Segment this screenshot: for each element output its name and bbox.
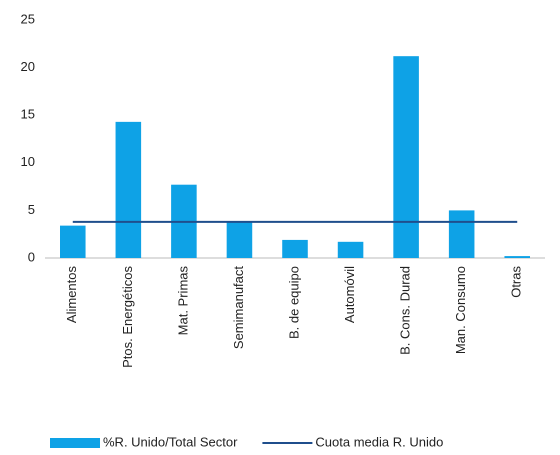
x-tick-label: Mat. Primas	[175, 266, 190, 336]
y-tick-label: 5	[28, 202, 35, 217]
bar	[60, 225, 86, 258]
x-tick-label: Semimanufact	[231, 266, 246, 349]
legend-label: Cuota media R. Unido	[315, 434, 443, 449]
legend-label: %R. Unido/Total Sector	[103, 434, 238, 449]
x-tick-label: Man. Consumo	[453, 266, 468, 354]
x-tick-label: Alimentos	[64, 266, 79, 324]
y-tick-label: 20	[21, 59, 35, 74]
bar	[393, 56, 419, 259]
y-tick-label: 10	[21, 154, 35, 169]
x-tick-label: B. Cons. Durad	[398, 266, 413, 355]
bar	[337, 241, 364, 258]
bar	[504, 256, 530, 258]
y-tick-label: 0	[28, 249, 35, 264]
x-tick-label: Automóvil	[342, 266, 357, 323]
y-tick-label: 15	[21, 107, 35, 122]
bar	[448, 210, 475, 258]
bar	[226, 221, 253, 258]
legend-swatch	[50, 438, 100, 448]
bar	[282, 239, 308, 258]
x-tick-label: B. de equipo	[286, 266, 301, 339]
x-tick-label: Ptos. Energéticos	[120, 266, 135, 368]
y-tick-label: 25	[21, 11, 35, 26]
bar	[115, 121, 142, 258]
x-tick-label: Otras	[509, 266, 524, 298]
